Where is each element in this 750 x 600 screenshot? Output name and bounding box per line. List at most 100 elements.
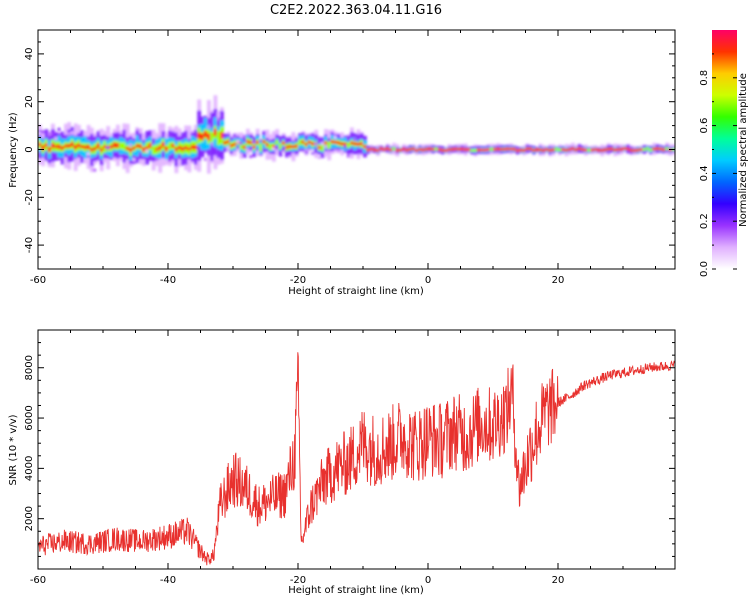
heatmap-cell (567, 148, 572, 151)
heatmap-cell (285, 145, 289, 149)
heatmap-cell (324, 141, 328, 145)
spectrogram-x-tick-label: -20 (290, 275, 306, 286)
heatmap-speckle (272, 147, 275, 151)
spectrogram-heatmap (38, 95, 675, 174)
heatmap-speckle (38, 131, 41, 135)
heatmap-cell (90, 148, 94, 152)
heatmap-speckle (51, 132, 54, 136)
heatmap-cell (418, 147, 423, 151)
heatmap-cell (151, 145, 156, 155)
heatmap-cell (610, 147, 614, 151)
heatmap-cell (132, 146, 137, 150)
colorbar-tick-label: 0.8 (699, 70, 710, 86)
heatmap-cell (122, 142, 127, 151)
heatmap-cell (80, 145, 85, 149)
heatmap-speckle (236, 140, 240, 144)
heatmap-cell (444, 149, 449, 152)
heatmap-cell (649, 148, 653, 152)
heatmap-cell (145, 146, 150, 150)
heatmap-cell (574, 148, 579, 152)
heatmap-cell (600, 148, 605, 152)
colorbar-ticks: 0.0 0.2 0.4 0.6 0.8 (699, 53, 737, 277)
heatmap-speckle (106, 146, 110, 150)
colorbar-tick-label: 0.6 (699, 118, 710, 134)
heatmap-cell (369, 147, 374, 151)
heatmap-cell (112, 142, 117, 148)
heatmap-cell (229, 144, 234, 148)
heatmap-cell (174, 147, 179, 152)
heatmap-cell (275, 139, 280, 145)
heatmap-cell (70, 142, 75, 147)
snr-x-axis-label: Height of straight line (km) (288, 585, 424, 596)
heatmap-cell (561, 148, 566, 152)
heatmap-cell (350, 141, 354, 145)
heatmap-cell (632, 149, 637, 152)
heatmap-cell (629, 148, 634, 152)
spectrogram-x-tick-label: 0 (425, 275, 431, 286)
heatmap-cell (525, 147, 530, 151)
colorbar-tick-label: 0.0 (699, 261, 710, 277)
heatmap-cell (116, 143, 120, 148)
heatmap-cell (356, 142, 361, 146)
figure-title: C2E2.2022.363.04.11.G16 (270, 3, 442, 18)
snr-x-ticks: -60 -40 -20 0 20 (30, 330, 656, 586)
heatmap-cell (343, 142, 348, 146)
heatmap-cell (83, 145, 88, 149)
heatmap-cell (233, 142, 237, 146)
heatmap-cell (304, 142, 309, 146)
heatmap-cell (93, 147, 98, 151)
heatmap-cell (220, 132, 224, 139)
heatmap-cell (51, 143, 55, 148)
heatmap-cell (623, 147, 627, 150)
heatmap-speckle (67, 132, 71, 136)
heatmap-speckle (184, 166, 188, 170)
heatmap-speckle (246, 148, 249, 152)
heatmap-cell (187, 147, 192, 151)
spectrogram-y-tick-label: -40 (24, 237, 35, 253)
heatmap-cell (658, 147, 663, 151)
heatmap-cell (639, 148, 644, 152)
heatmap-cell (415, 149, 419, 152)
heatmap-cell (298, 139, 302, 146)
heatmap-cell (571, 147, 575, 151)
heatmap-speckle (343, 145, 347, 149)
heatmap-speckle (132, 161, 136, 165)
heatmap-cell (171, 143, 176, 148)
heatmap-speckle (168, 158, 171, 162)
heatmap-cell (616, 148, 621, 152)
heatmap-speckle (99, 132, 103, 136)
heatmap-cell (454, 147, 458, 151)
heatmap-cell (164, 146, 169, 152)
heatmap-cell (125, 146, 130, 150)
heatmap-speckle (116, 126, 119, 130)
heatmap-cell (554, 147, 559, 151)
heatmap-cell (467, 148, 471, 151)
heatmap-speckle (311, 149, 314, 153)
heatmap-cell (496, 147, 501, 151)
heatmap-cell (288, 145, 293, 149)
spectrogram-panel: -60 -40 -20 0 20 -40 -20 0 20 40 Height of strai… (8, 29, 676, 297)
heatmap-cell (558, 148, 562, 152)
heatmap-cell (382, 147, 387, 151)
heatmap-cell (441, 148, 445, 152)
heatmap-cell (109, 145, 114, 149)
heatmap-cell (262, 140, 267, 144)
heatmap-speckle (239, 141, 243, 145)
heatmap-speckle (333, 135, 337, 139)
snr-y-tick-label: 6000 (24, 405, 35, 430)
heatmap-cell (372, 148, 377, 152)
heatmap-speckle (145, 149, 149, 153)
heatmap-speckle (203, 157, 207, 161)
heatmap-cell (450, 147, 455, 151)
heatmap-cell (119, 142, 124, 150)
spectrogram-x-ticks: -60 -40 -20 0 20 (30, 30, 656, 286)
heatmap-cell (655, 147, 660, 151)
snr-x-tick-label: 0 (425, 575, 431, 586)
heatmap-cell (502, 147, 507, 151)
heatmap-speckle (86, 152, 90, 156)
heatmap-cell (54, 145, 59, 148)
heatmap-cell (577, 147, 582, 151)
heatmap-cell (437, 148, 442, 151)
heatmap-cell (564, 148, 569, 152)
heatmap-speckle (135, 127, 139, 131)
